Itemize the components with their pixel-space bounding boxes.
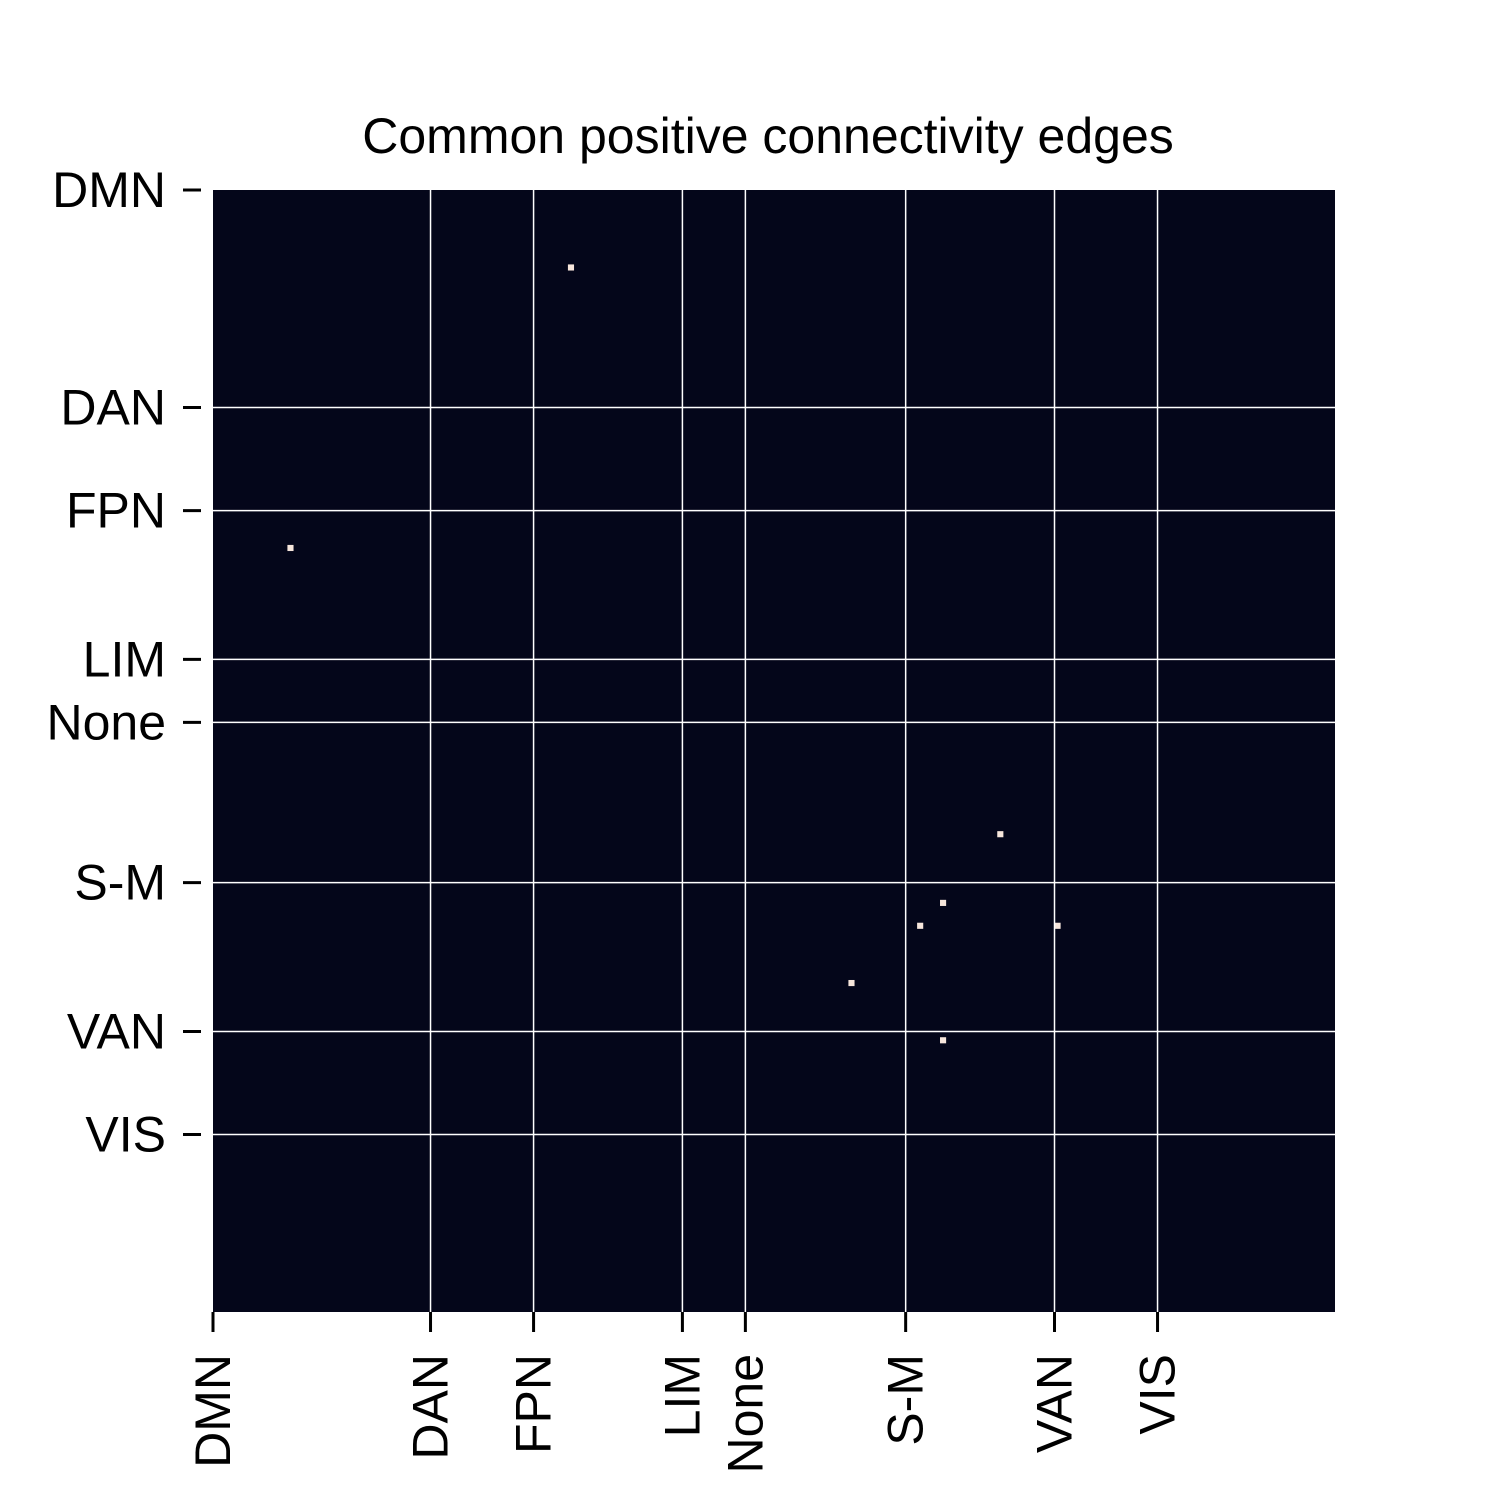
y-axis: DMN DAN FPN LIM None S-M VAN VIS (46, 162, 201, 1163)
y-tick-label-S-M: S-M (74, 855, 166, 911)
edge-cell-7 (940, 1037, 947, 1044)
y-tick-label-DMN: DMN (52, 162, 166, 218)
chart-title: Common positive connectivity edges (362, 108, 1174, 164)
edge-cell-6 (848, 979, 855, 987)
y-tick-label-VIS: VIS (85, 1107, 166, 1163)
edge-cell-1 (287, 544, 294, 552)
x-tick-label-S-M: S-M (878, 1354, 934, 1446)
y-tick-label-FPN: FPN (66, 483, 166, 539)
x-tick-label-DMN: DMN (185, 1354, 241, 1468)
edge-cell-4 (917, 922, 924, 929)
edges-layer (287, 264, 1061, 1044)
x-tick-label-FPN: FPN (506, 1354, 562, 1454)
x-axis: DMN DAN FPN LIM None S-M VAN VIS (185, 1312, 1186, 1474)
y-tick-label-DAN: DAN (60, 380, 166, 436)
edge-cell-3 (940, 899, 947, 906)
edge-cell-2 (997, 831, 1004, 838)
y-tick-label-LIM: LIM (83, 631, 166, 687)
grid-layer (213, 190, 1335, 1312)
y-tick-label-None: None (46, 694, 166, 750)
y-tick-label-VAN: VAN (67, 1004, 166, 1060)
edge-cell-0 (567, 264, 575, 271)
x-tick-label-LIM: LIM (654, 1354, 710, 1437)
x-tick-label-VAN: VAN (1027, 1354, 1083, 1453)
x-tick-label-DAN: DAN (403, 1354, 459, 1460)
x-tick-label-None: None (717, 1354, 773, 1474)
x-tick-label-VIS: VIS (1130, 1354, 1186, 1435)
edge-cell-5 (1054, 922, 1061, 929)
heatmap-background (213, 190, 1335, 1312)
